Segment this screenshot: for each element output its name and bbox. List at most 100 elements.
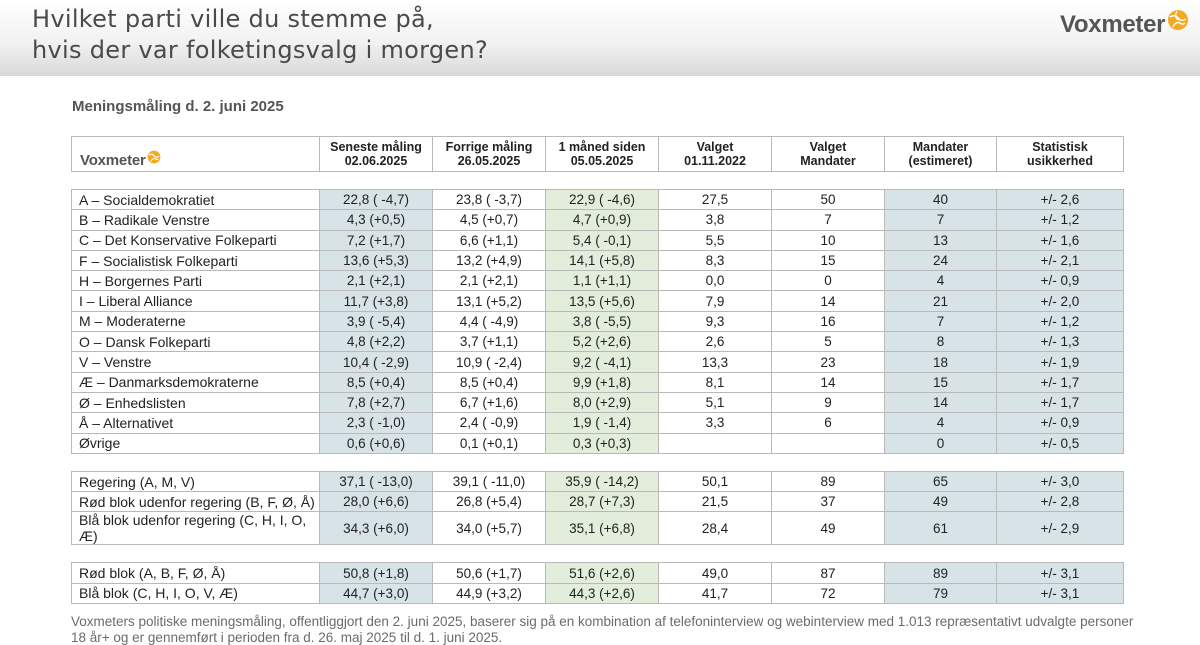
table-cell: 11,7 (+3,8) xyxy=(319,290,433,312)
table-cell: 3,7 (+1,1) xyxy=(432,331,546,353)
party-row: Æ – Danmarksdemokraterne 8,5 (+0,4) 8,5 (+… xyxy=(71,371,1124,393)
table-cell: 0,3 (+0,3) xyxy=(545,432,659,454)
globe-logo-icon xyxy=(147,150,161,164)
blocs-section: Rød blok (A, B, F, Ø, Å) 50,8 (+1,8) 50,6 … xyxy=(71,562,1124,605)
table-cell: 1,1 (+1,1) xyxy=(545,270,659,292)
table-cell: 14 xyxy=(884,391,997,414)
table-cell: 50 xyxy=(771,188,885,211)
row-label: M – Moderaterne xyxy=(71,310,320,333)
table-cell: 23 xyxy=(771,351,885,373)
table-cell: 4,8 (+2,2) xyxy=(319,331,433,353)
row-label: F – Socialistisk Folkeparti xyxy=(71,249,320,272)
table-cell: 72 xyxy=(771,582,885,605)
table-cell: 3,3 xyxy=(658,412,772,434)
table-cell: 89 xyxy=(884,562,997,584)
table-cell: 24 xyxy=(884,249,997,272)
table-cell: 1,9 ( -1,4) xyxy=(545,412,659,434)
table-cell: 9,3 xyxy=(658,310,772,333)
row-label: Æ – Danmarksdemokraterne xyxy=(71,371,320,393)
table-cell: 49,0 xyxy=(658,562,772,584)
bloc-row: Blå blok (C, H, I, O, V, Æ) 44,7 (+3,0) 44… xyxy=(71,582,1124,605)
table-cell: 35,1 (+6,8) xyxy=(545,511,659,546)
table-cell: +/- 1,6 xyxy=(996,229,1124,251)
table-cell: 9,2 ( -4,1) xyxy=(545,351,659,373)
party-row: O – Dansk Folkeparti 4,8 (+2,2) 3,7 (+1,1)… xyxy=(71,331,1124,353)
table-cell: 9,9 (+1,8) xyxy=(545,371,659,393)
table-cell: 8,3 xyxy=(658,249,772,272)
party-row: M – Moderaterne 3,9 ( -5,4) 4,4 ( -4,9) 3,8… xyxy=(71,310,1124,333)
table-cell: 4,7 (+0,9) xyxy=(545,209,659,231)
group-row: Regering (A, M, V) 37,1 ( -13,0) 39,1 ( -1… xyxy=(71,470,1124,493)
table-cell: 6 xyxy=(771,412,885,434)
table-cell: 13,3 xyxy=(658,351,772,373)
table-cell: 40 xyxy=(884,188,997,211)
table-brand-name: Voxmeter xyxy=(80,152,146,169)
table-cell: 5,1 xyxy=(658,391,772,414)
row-label: Å – Alternativet xyxy=(71,412,320,434)
table-cell: +/- 2,6 xyxy=(996,188,1124,211)
globe-logo-icon xyxy=(1168,10,1189,30)
table-cell: 51,6 (+2,6) xyxy=(545,562,659,584)
table-cell: 3,8 xyxy=(658,209,772,231)
table-cell: 44,7 (+3,0) xyxy=(319,582,433,605)
table-cell: 61 xyxy=(884,511,997,546)
table-cell: 5,5 xyxy=(658,229,772,251)
table-cell: 21,5 xyxy=(658,491,772,513)
column-header: 1 måned siden 05.05.2025 xyxy=(545,136,659,172)
table-cell: 37,1 ( -13,0) xyxy=(319,470,433,493)
row-label: V – Venstre xyxy=(71,351,320,373)
row-label: I – Liberal Alliance xyxy=(71,290,320,312)
table-cell: 4,3 (+0,5) xyxy=(319,209,433,231)
table-cell: 22,8 ( -4,7) xyxy=(319,188,433,211)
table-cell: 8,0 (+2,9) xyxy=(545,391,659,414)
table-cell: 89 xyxy=(771,470,885,493)
table-cell: 50,1 xyxy=(658,470,772,493)
table-cell: 3,8 ( -5,5) xyxy=(545,310,659,333)
table-cell: 28,7 (+7,3) xyxy=(545,491,659,513)
table-cell: 79 xyxy=(884,582,997,605)
table-cell: 3,9 ( -5,4) xyxy=(319,310,433,333)
table-cell: 27,5 xyxy=(658,188,772,211)
table-cell: 7 xyxy=(771,209,885,231)
row-label: A – Socialdemokratiet xyxy=(71,188,320,211)
party-row: V – Venstre 10,4 ( -2,9) 10,9 ( -2,4) 9,2 (… xyxy=(71,351,1124,373)
column-header: Forrige måling 26.05.2025 xyxy=(432,136,546,172)
poll-subtitle: Meningsmåling d. 2. juni 2025 xyxy=(72,98,284,115)
row-spacer xyxy=(71,452,1124,472)
table-cell: 34,0 (+5,7) xyxy=(432,511,546,546)
table-cell: 23,8 ( -3,7) xyxy=(432,188,546,211)
table-cell: 14 xyxy=(771,371,885,393)
table-cell: +/- 1,3 xyxy=(996,331,1124,353)
table-cell: +/- 2,0 xyxy=(996,290,1124,312)
group-row: Blå blok udenfor regering (C, H, I, O, Æ… xyxy=(71,511,1124,546)
row-label: Blå blok udenfor regering (C, H, I, O, Æ… xyxy=(71,511,320,546)
party-row: C – Det Konservative Folkeparti 7,2 (+1,7… xyxy=(71,229,1124,251)
poll-table: Voxmeter Seneste måling 02.06.2025 Forri… xyxy=(71,136,1124,605)
table-cell: 34,3 (+6,0) xyxy=(319,511,433,546)
row-label: B – Radikale Venstre xyxy=(71,209,320,231)
table-cell: 49 xyxy=(884,491,997,513)
brand-logo: Voxmeter xyxy=(1060,8,1189,42)
table-cell: 7 xyxy=(884,209,997,231)
table-cell: 2,6 xyxy=(658,331,772,353)
brand-name: Voxmeter xyxy=(1060,11,1166,38)
table-cell: 16 xyxy=(771,310,885,333)
header-banner: Hvilket parti ville du stemme på, hvis d… xyxy=(0,0,1200,76)
row-label: C – Det Konservative Folkeparti xyxy=(71,229,320,251)
table-cell: 4 xyxy=(884,412,997,434)
methodology-footnote: Voxmeters politiske meningsmåling, offen… xyxy=(71,614,1134,645)
table-cell: 13,2 (+4,9) xyxy=(432,249,546,272)
table-cell: 13 xyxy=(884,229,997,251)
table-cell xyxy=(771,432,885,454)
party-row: A – Socialdemokratiet 22,8 ( -4,7) 23,8 ( … xyxy=(71,188,1124,211)
table-cell: 15 xyxy=(771,249,885,272)
table-cell: 65 xyxy=(884,470,997,493)
row-label: Rød blok (A, B, F, Ø, Å) xyxy=(71,562,320,584)
table-cell: +/- 0,9 xyxy=(996,270,1124,292)
row-spacer xyxy=(71,171,1124,190)
table-cell: 7 xyxy=(884,310,997,333)
table-cell: +/- 1,9 xyxy=(996,351,1124,373)
table-cell: 14 xyxy=(771,290,885,312)
table-cell: 22,9 ( -4,6) xyxy=(545,188,659,211)
table-cell: 9 xyxy=(771,391,885,414)
